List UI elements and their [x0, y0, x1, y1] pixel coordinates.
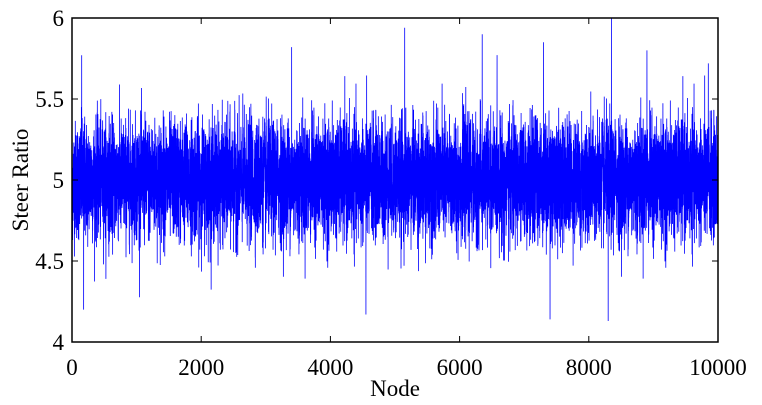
x-axis-label: Node [370, 376, 420, 401]
x-tick-label: 10000 [689, 355, 747, 380]
y-tick-label: 5.5 [35, 87, 64, 112]
y-tick-label: 4 [53, 330, 65, 355]
y-tick-label: 6 [53, 6, 65, 31]
x-axis-ticks: 0 2000 4000 6000 8000 10000 [66, 18, 747, 380]
y-tick-label: 4.5 [35, 249, 64, 274]
series-line [71, 17, 719, 321]
y-tick-label: 5 [53, 168, 65, 193]
x-tick-label: 0 [66, 355, 78, 380]
y-axis-label: Steer Ratio [8, 129, 33, 232]
series-line-group [71, 17, 719, 321]
x-tick-label: 6000 [437, 355, 483, 380]
x-tick-label: 8000 [566, 355, 612, 380]
x-tick-label: 2000 [178, 355, 224, 380]
y-axis-ticks: 4 4.5 5 5.5 6 [35, 6, 718, 355]
x-tick-label: 4000 [307, 355, 353, 380]
